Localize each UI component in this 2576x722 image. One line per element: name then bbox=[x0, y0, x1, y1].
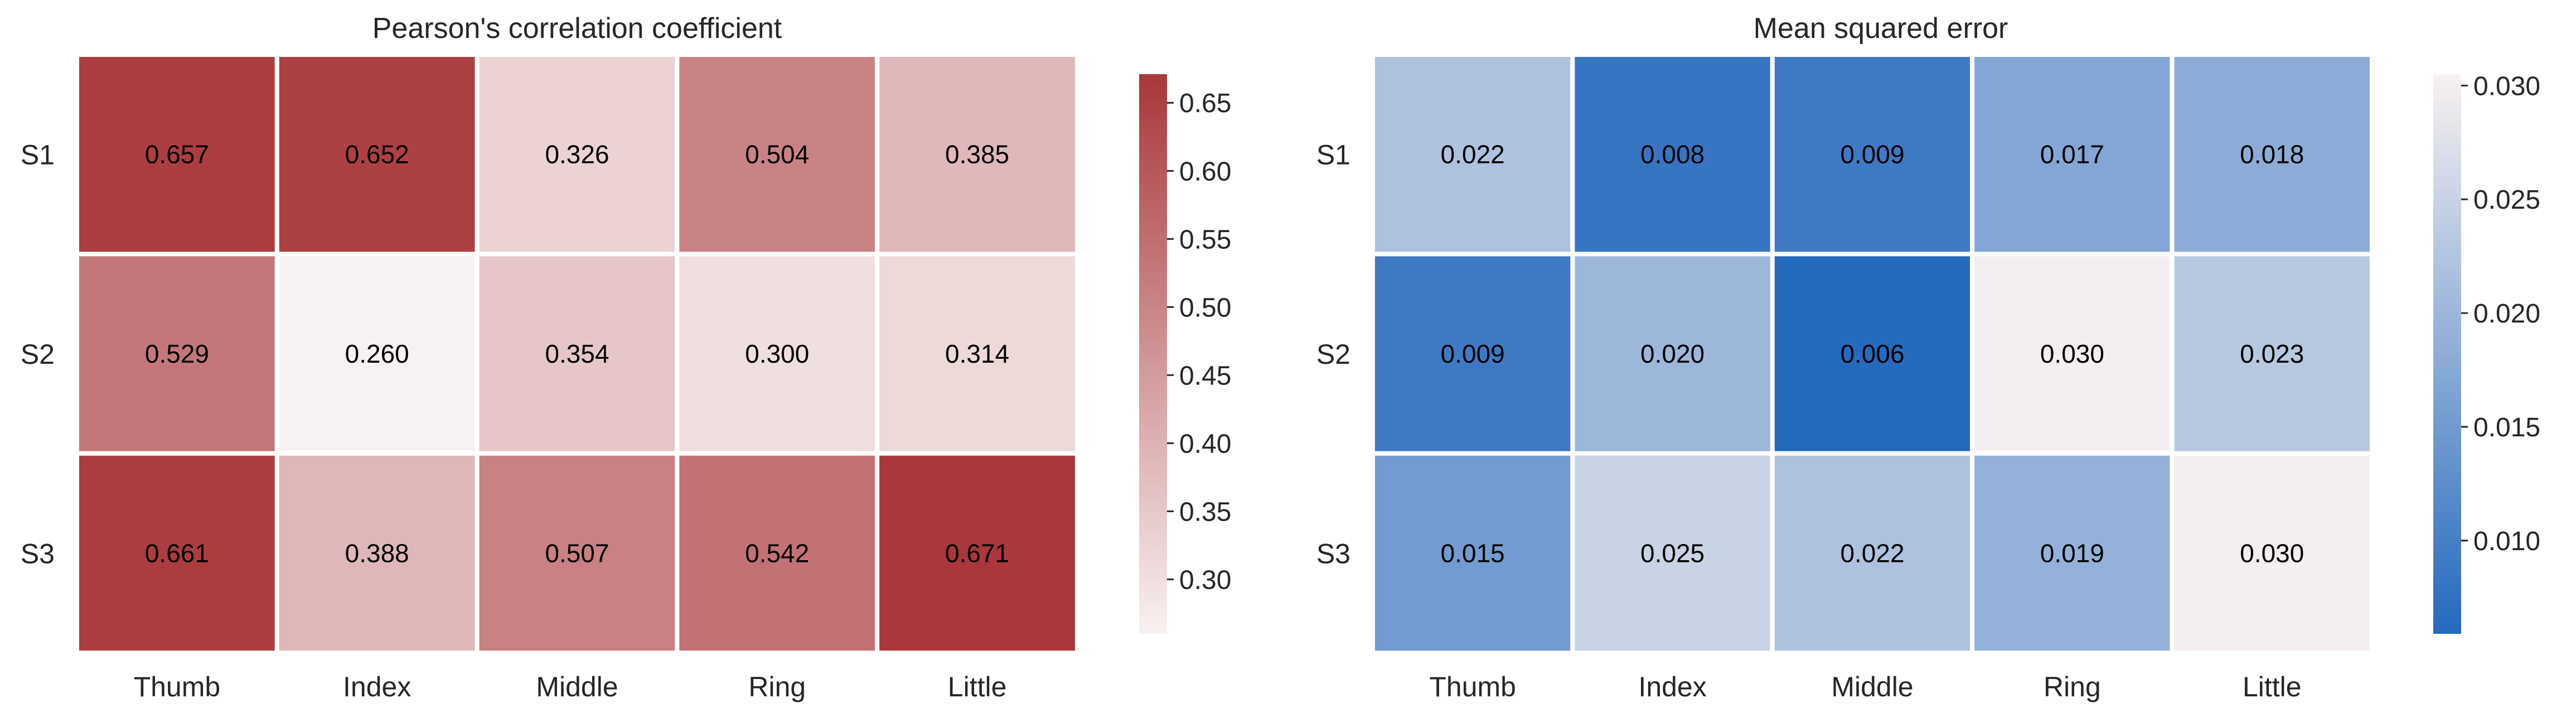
colorbar-ticks: 0.30 0.35 0.40 0.45 0.50 0.55 0.60 0.65 bbox=[1167, 89, 1231, 595]
cell-value-label: 0.017 bbox=[2040, 140, 2104, 169]
x-tick-label: Little bbox=[2243, 671, 2302, 702]
colorbar-tick-label: 0.015 bbox=[2473, 413, 2540, 442]
heatmap-cells: 0.022 0.008 0.009 0.017 0.018 0.009 0.020 0.006… bbox=[1373, 55, 2372, 653]
cell-value-label: 0.018 bbox=[2240, 140, 2304, 169]
cell-value-label: 0.015 bbox=[1441, 538, 1505, 567]
cell-value-label: 0.008 bbox=[1640, 140, 1705, 169]
heatmap-panel-mse: Mean squared error 0.022 0.008 0.009 0.017 0… bbox=[1316, 12, 2540, 702]
chart-title: Mean squared error bbox=[1754, 12, 2008, 45]
y-tick-label: S3 bbox=[1316, 538, 1350, 569]
cell-value-label: 0.671 bbox=[945, 538, 1009, 567]
colorbar-tick-label: 0.025 bbox=[2473, 185, 2540, 215]
cell-value-label: 0.009 bbox=[1840, 140, 1904, 169]
cell-value-label: 0.661 bbox=[145, 538, 209, 567]
colorbar-tick-label: 0.35 bbox=[1179, 497, 1231, 527]
cell-value-label: 0.542 bbox=[745, 538, 809, 567]
cell-value-label: 0.388 bbox=[345, 538, 409, 567]
colorbar-tick-label: 0.40 bbox=[1179, 429, 1231, 459]
colorbar bbox=[2433, 74, 2461, 634]
x-tick-label: Ring bbox=[2044, 671, 2101, 702]
cell-value-label: 0.009 bbox=[1441, 339, 1505, 368]
cell-value-label: 0.529 bbox=[145, 339, 209, 368]
cell-value-label: 0.022 bbox=[1840, 538, 1904, 567]
y-tick-labels: S1 S2 S3 bbox=[1316, 139, 1350, 570]
colorbar-ticks: 0.010 0.015 0.020 0.025 0.030 bbox=[2461, 71, 2540, 556]
colorbar-tick-label: 0.020 bbox=[2473, 299, 2540, 329]
y-tick-label: S1 bbox=[21, 139, 55, 171]
heatmap-cells: 0.657 0.652 0.326 0.504 0.385 0.529 0.260 0.354… bbox=[77, 55, 1077, 653]
colorbar-tick-label: 0.45 bbox=[1179, 361, 1231, 391]
colorbar-tick-label: 0.55 bbox=[1179, 225, 1231, 254]
y-tick-label: S2 bbox=[21, 339, 55, 370]
x-tick-label: Index bbox=[1638, 671, 1706, 702]
y-tick-label: S1 bbox=[1316, 139, 1350, 171]
x-tick-label: Middle bbox=[536, 671, 618, 702]
colorbar bbox=[1139, 74, 1167, 634]
cell-value-label: 0.030 bbox=[2040, 339, 2104, 368]
x-tick-label: Ring bbox=[748, 671, 806, 702]
x-tick-label: Thumb bbox=[134, 671, 221, 702]
colorbar-tick-label: 0.30 bbox=[1179, 565, 1231, 595]
y-tick-label: S3 bbox=[21, 538, 55, 569]
x-tick-labels: Thumb Index Middle Ring Little bbox=[134, 671, 1007, 702]
y-tick-label: S2 bbox=[1316, 339, 1350, 370]
x-tick-label: Index bbox=[343, 671, 411, 702]
colorbar-tick-label: 0.50 bbox=[1179, 293, 1231, 323]
cell-value-label: 0.020 bbox=[1640, 339, 1705, 368]
colorbar-tick-label: 0.60 bbox=[1179, 157, 1231, 186]
cell-value-label: 0.314 bbox=[945, 339, 1009, 368]
cell-value-label: 0.023 bbox=[2240, 339, 2304, 368]
cell-value-label: 0.300 bbox=[745, 339, 809, 368]
cell-value-label: 0.019 bbox=[2040, 538, 2104, 567]
cell-value-label: 0.504 bbox=[745, 140, 809, 169]
colorbar-tick-label: 0.030 bbox=[2473, 71, 2540, 101]
heatmap-panel-pearson: Pearson's correlation coefficient 0.657 0… bbox=[21, 12, 1232, 702]
x-tick-label: Little bbox=[948, 671, 1007, 702]
cell-value-label: 0.006 bbox=[1840, 339, 1904, 368]
colorbar-tick-label: 0.65 bbox=[1179, 89, 1231, 118]
cell-value-label: 0.022 bbox=[1441, 140, 1505, 169]
x-tick-label: Middle bbox=[1831, 671, 1913, 702]
y-tick-labels: S1 S2 S3 bbox=[21, 139, 55, 570]
cell-value-label: 0.030 bbox=[2240, 538, 2304, 567]
x-tick-labels: Thumb Index Middle Ring Little bbox=[1429, 671, 2301, 702]
cell-value-label: 0.652 bbox=[345, 140, 409, 169]
cell-value-label: 0.354 bbox=[545, 339, 609, 368]
x-tick-label: Thumb bbox=[1429, 671, 1516, 702]
cell-value-label: 0.657 bbox=[145, 140, 209, 169]
cell-value-label: 0.326 bbox=[545, 140, 609, 169]
chart-title: Pearson's correlation coefficient bbox=[372, 12, 782, 45]
cell-value-label: 0.260 bbox=[345, 339, 409, 368]
cell-value-label: 0.025 bbox=[1640, 538, 1705, 567]
cell-value-label: 0.507 bbox=[545, 538, 609, 567]
cell-value-label: 0.385 bbox=[945, 140, 1009, 169]
colorbar-tick-label: 0.010 bbox=[2473, 527, 2540, 556]
